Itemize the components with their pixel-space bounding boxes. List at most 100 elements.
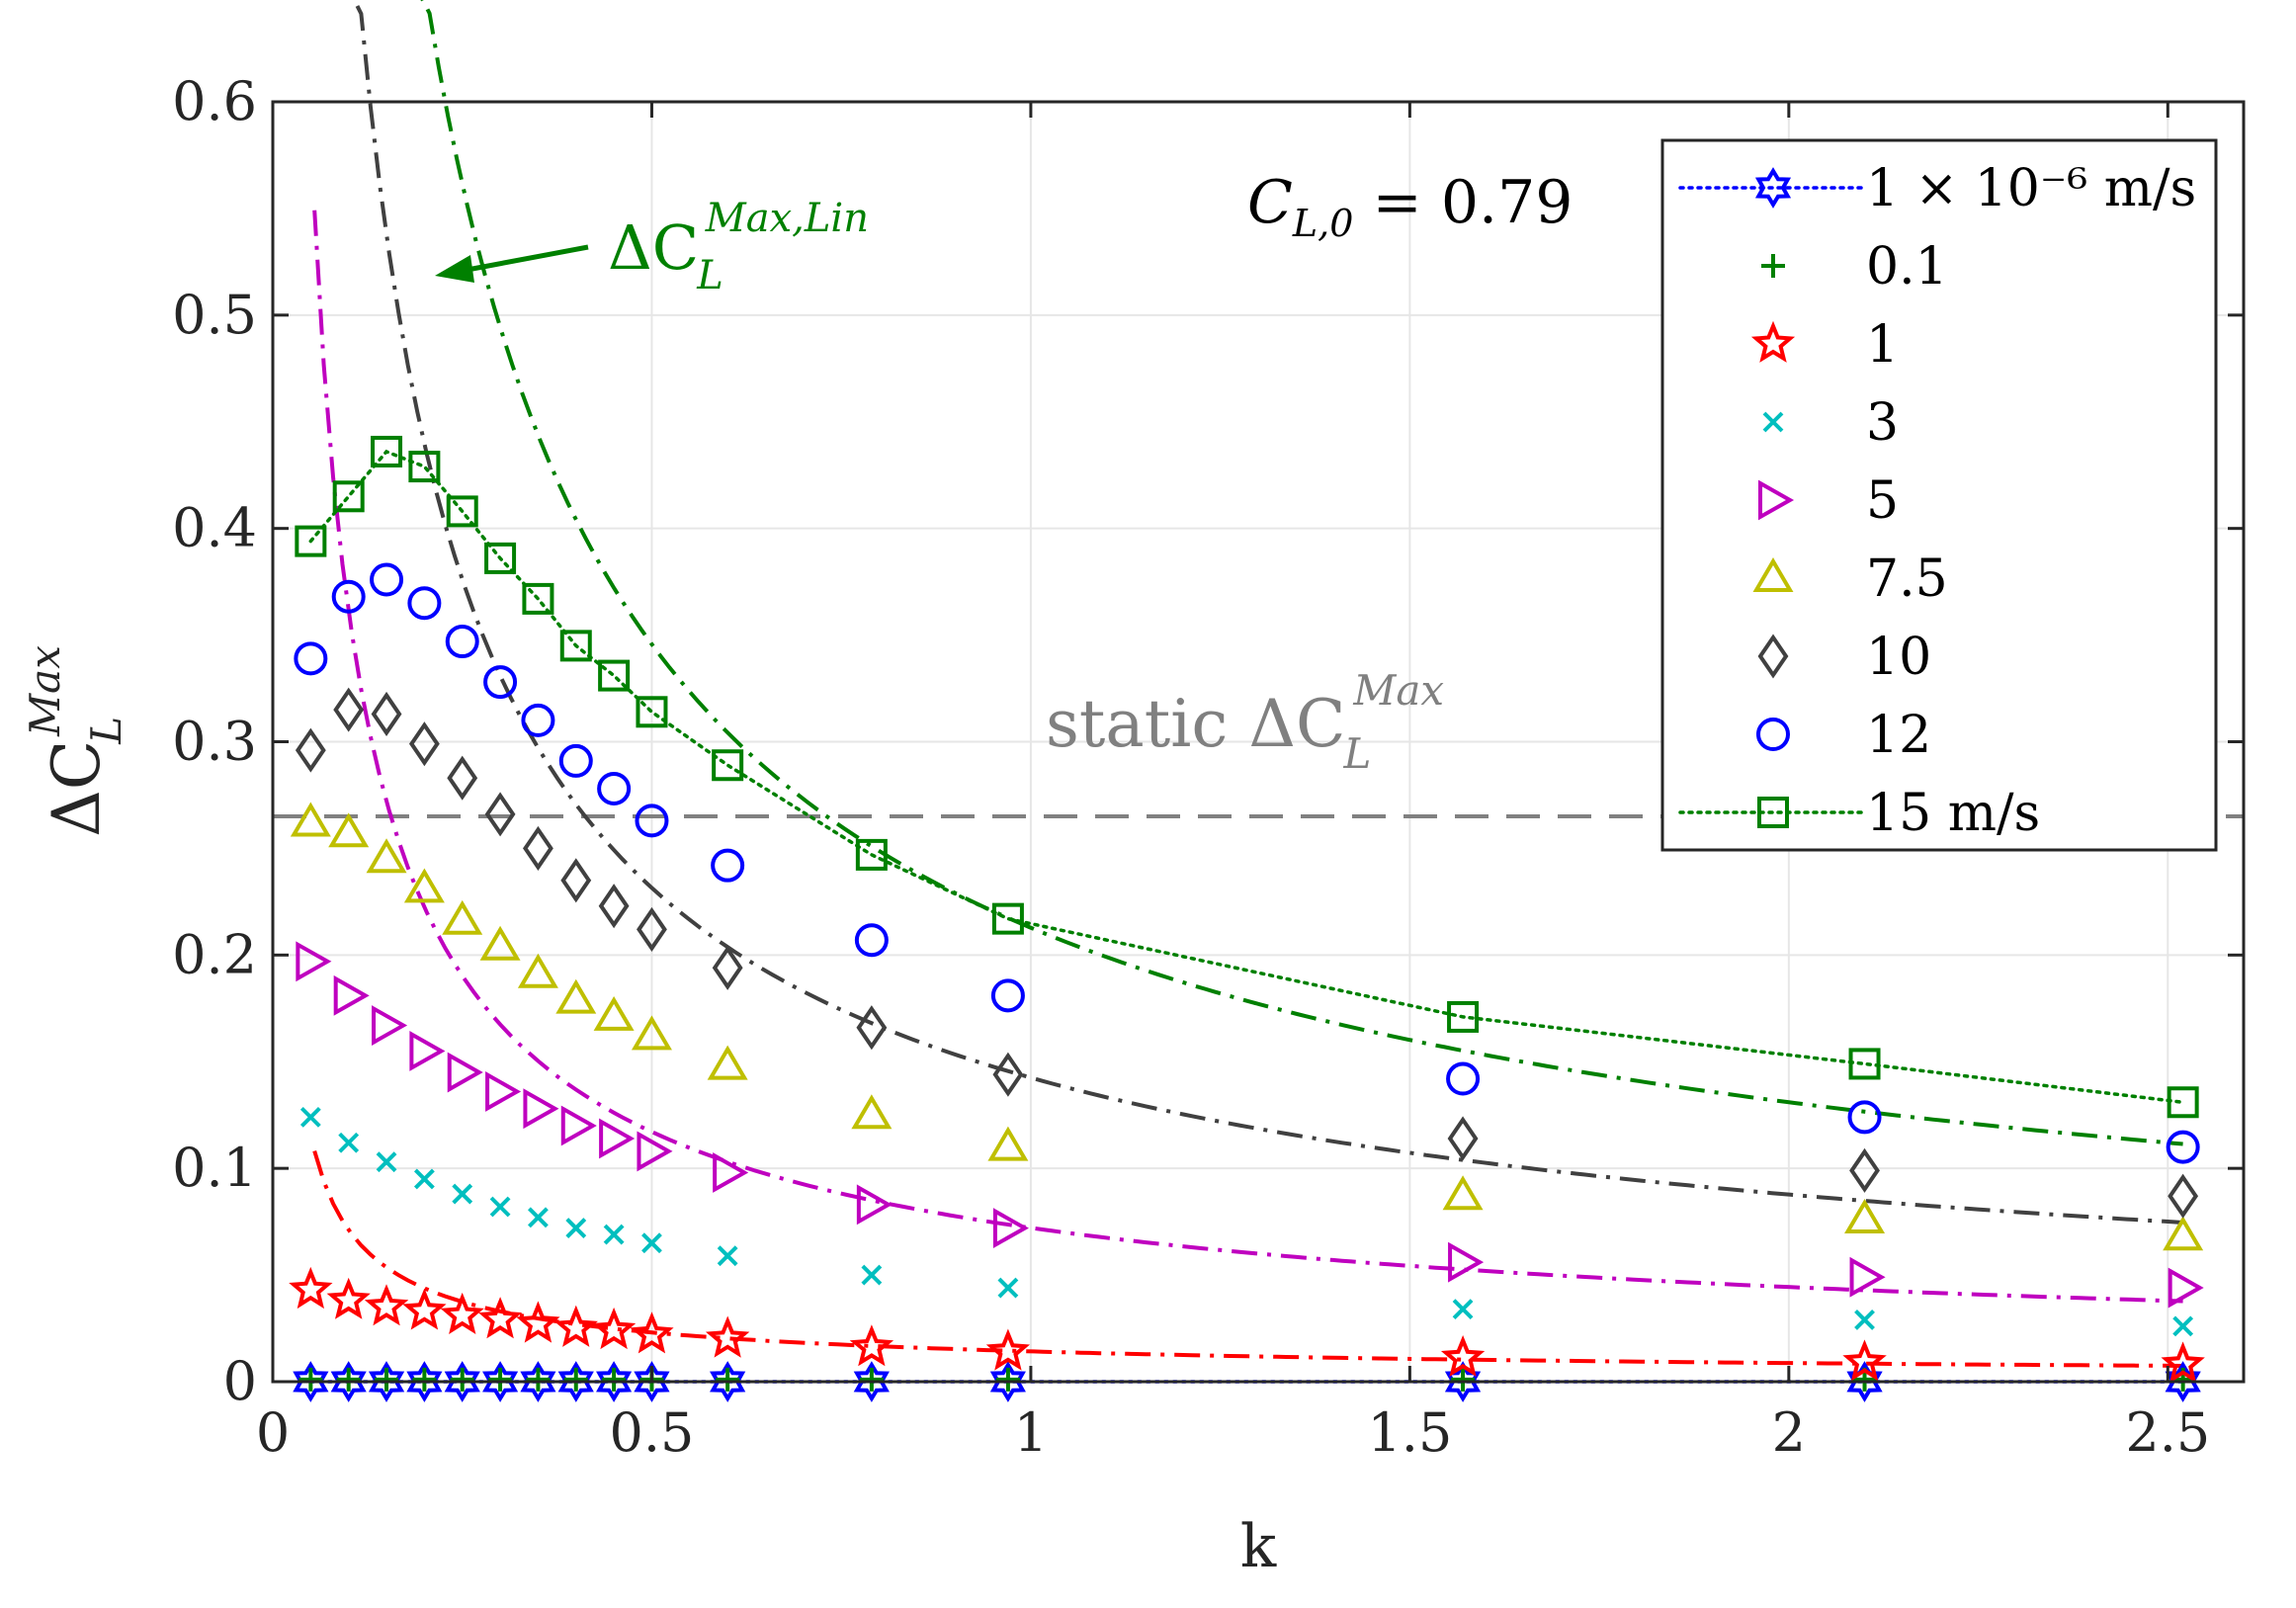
marker-s0-p2 xyxy=(368,1361,405,1402)
marker-s6-p5 xyxy=(484,792,516,837)
marker-s7-p10 xyxy=(711,848,745,883)
marker-s2-p11 xyxy=(849,1324,894,1367)
marker-s5-p14 xyxy=(1844,1199,1886,1233)
annotation-arrow-head xyxy=(435,255,474,283)
legend-marker-5 xyxy=(1752,557,1794,592)
marker-s1-p5 xyxy=(488,1367,513,1392)
marker-s4-p7 xyxy=(560,1105,597,1146)
marker-s5-p10 xyxy=(707,1045,748,1080)
marker-s2-p3 xyxy=(402,1288,447,1330)
marker-s8-p8 xyxy=(598,659,631,692)
marker-s0-p10 xyxy=(710,1361,746,1402)
annotation-cl0: CL,0 = 0.79 xyxy=(1247,168,1573,245)
tick-labels: 0 0.5 1 1.5 2 2.5 0 0.1 0.2 0.3 0.4 0.5 0.6 k ΔCLMax xyxy=(21,70,2210,1581)
marker-s0-p8 xyxy=(596,1361,633,1402)
marker-s6-p15 xyxy=(2168,1173,2199,1219)
marker-s3-p13 xyxy=(1452,1299,1474,1320)
legend: 1 × 10⁻⁶ m/s 0.1 1 3 5 7.5 10 12 15 m/s xyxy=(1660,138,2218,852)
marker-s0-p1 xyxy=(330,1361,367,1402)
marker-s2-p8 xyxy=(591,1307,637,1350)
marker-s8-p15 xyxy=(2167,1086,2199,1119)
legend-label-0: 1 × 10⁻⁶ m/s xyxy=(1866,159,2196,218)
x-tick-label: 2.5 xyxy=(2125,1401,2210,1464)
marker-s1-p6 xyxy=(526,1367,551,1392)
marker-s2-p6 xyxy=(516,1301,560,1343)
marker-s7-p15 xyxy=(2166,1130,2200,1164)
marker-s8-p12 xyxy=(991,902,1024,935)
x-tick-label: 0.5 xyxy=(610,1401,695,1464)
legend-label-5: 7.5 xyxy=(1866,550,1948,609)
marker-s2-p2 xyxy=(364,1284,409,1326)
legend-marker-8 xyxy=(1757,797,1789,828)
marker-s7-p9 xyxy=(635,804,669,838)
fit-curve-0 xyxy=(352,0,2183,1225)
marker-s5-p2 xyxy=(366,838,407,874)
marker-s8-p11 xyxy=(855,838,888,871)
marker-s2-p10 xyxy=(705,1315,750,1358)
legend-label-2: 1 xyxy=(1866,315,1899,375)
annotations: CL,0 = 0.79 ΔCLMax,Lin static ΔCLMax xyxy=(435,168,1573,778)
marker-s4-p3 xyxy=(409,1031,446,1071)
marker-s7-p4 xyxy=(445,625,479,659)
marker-s1-p1 xyxy=(336,1367,361,1392)
marker-s4-p2 xyxy=(372,1005,408,1046)
marker-s0-p4 xyxy=(444,1361,480,1402)
marker-s4-p12 xyxy=(992,1208,1029,1249)
y-axis-label: ΔCLMax xyxy=(21,645,130,837)
marker-s3-p15 xyxy=(2172,1315,2194,1337)
marker-s1-p13 xyxy=(1451,1367,1476,1392)
marker-s5-p9 xyxy=(631,1015,672,1051)
marker-s4-p1 xyxy=(333,974,370,1016)
marker-s2-p0 xyxy=(289,1266,333,1310)
marker-s2-p7 xyxy=(553,1305,598,1347)
marker-s6-p0 xyxy=(295,727,326,773)
marker-s3-p10 xyxy=(717,1245,738,1267)
legend-marker-4 xyxy=(1758,479,1795,521)
marker-s0-p9 xyxy=(634,1361,670,1402)
marker-s8-p13 xyxy=(1447,1000,1480,1033)
marker-s1-p4 xyxy=(450,1367,474,1392)
legend-label-8: 15 m/s xyxy=(1866,784,2040,843)
marker-s7-p13 xyxy=(1446,1061,1481,1096)
marker-s3-p11 xyxy=(861,1264,883,1286)
marker-s4-p5 xyxy=(485,1071,522,1112)
marker-s5-p8 xyxy=(593,995,635,1031)
marker-s5-p11 xyxy=(851,1094,893,1130)
marker-s6-p8 xyxy=(598,884,630,929)
legend-marker-7 xyxy=(1756,718,1790,751)
marker-s7-p11 xyxy=(854,923,889,958)
axes xyxy=(271,100,2246,1384)
marker-s5-p0 xyxy=(290,802,331,837)
marker-s1-p2 xyxy=(375,1367,399,1392)
x-tick-label: 2 xyxy=(1772,1401,1806,1464)
marker-s6-p4 xyxy=(447,755,478,801)
marker-s4-p11 xyxy=(856,1184,893,1226)
marker-s3-p4 xyxy=(452,1183,473,1205)
marker-s8-p5 xyxy=(484,542,517,574)
marker-s6-p7 xyxy=(560,858,592,903)
marker-s3-p3 xyxy=(413,1168,435,1190)
marker-s3-p6 xyxy=(528,1207,549,1228)
marker-s0-p14 xyxy=(1846,1361,1883,1402)
marker-s3-p9 xyxy=(641,1232,662,1254)
marker-s1-p8 xyxy=(602,1367,627,1392)
legend-marker-0 xyxy=(1754,167,1792,209)
marker-s1-p0 xyxy=(298,1367,323,1392)
marker-s6-p3 xyxy=(408,721,440,767)
marker-s7-p1 xyxy=(331,579,366,614)
marker-s0-p12 xyxy=(989,1361,1026,1402)
marker-s1-p3 xyxy=(412,1367,437,1392)
marker-s4-p8 xyxy=(599,1118,636,1159)
marker-s2-p5 xyxy=(477,1297,523,1339)
marker-s5-p4 xyxy=(442,899,483,935)
x-tick-label: 1.5 xyxy=(1367,1401,1452,1464)
marker-s7-p0 xyxy=(294,641,328,676)
marker-s6-p2 xyxy=(371,691,402,736)
marker-s6-p11 xyxy=(856,1005,888,1051)
marker-s6-p12 xyxy=(992,1052,1024,1097)
marker-s4-p0 xyxy=(296,941,332,982)
marker-s2-p12 xyxy=(985,1328,1031,1371)
marker-s6-p13 xyxy=(1447,1116,1479,1161)
marker-s4-p15 xyxy=(2168,1267,2204,1309)
series-line-8 xyxy=(308,449,2185,1105)
